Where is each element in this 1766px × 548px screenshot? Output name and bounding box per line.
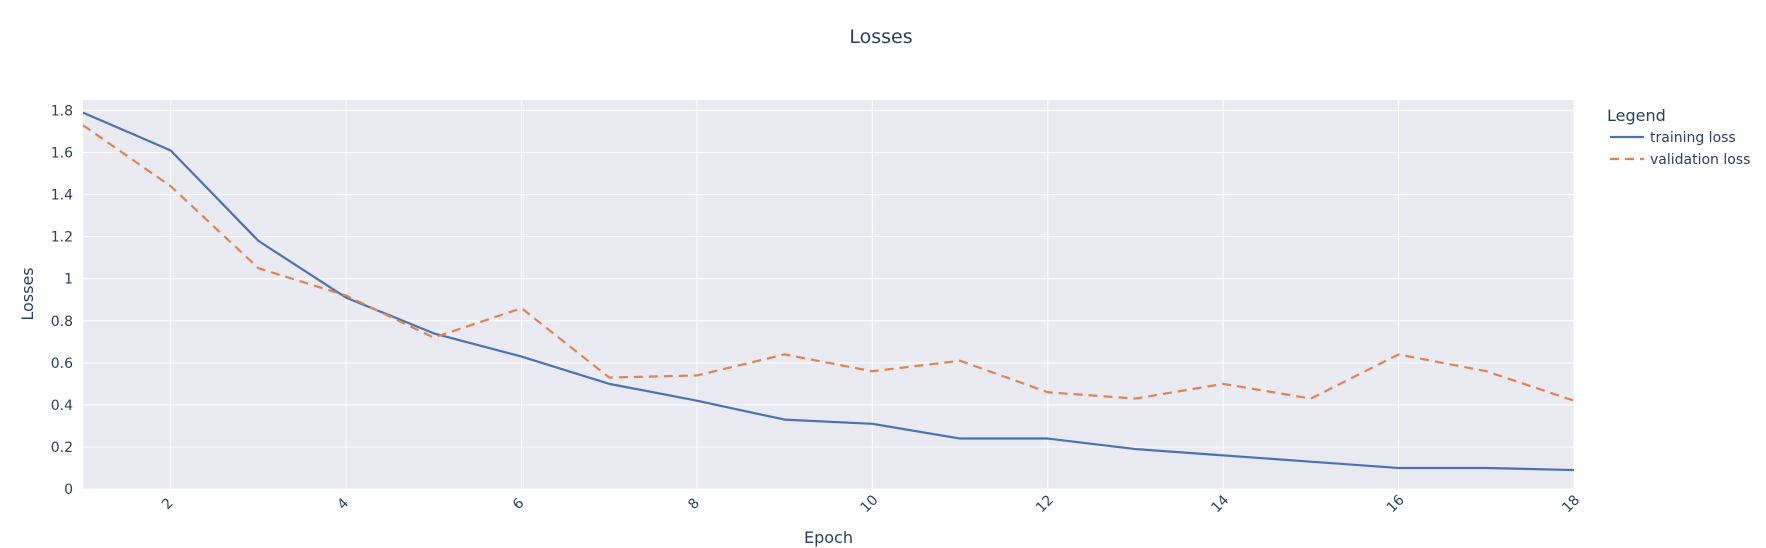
plot-area[interactable] bbox=[83, 100, 1574, 489]
x-tick-label: 18 bbox=[1559, 492, 1583, 516]
x-axis-title: Epoch bbox=[804, 528, 853, 547]
x-tick-label: 12 bbox=[1033, 492, 1057, 516]
grid-lines bbox=[83, 100, 1575, 490]
series-line-validation-loss[interactable] bbox=[82, 124, 1575, 402]
x-tick-label: 6 bbox=[510, 495, 528, 513]
y-tick-label: 0.6 bbox=[51, 356, 73, 372]
series-lines bbox=[82, 111, 1575, 472]
legend-item-validation-loss[interactable]: validation loss bbox=[1610, 152, 1750, 168]
x-tick-label: 8 bbox=[685, 495, 703, 513]
x-tick-label: 16 bbox=[1384, 492, 1408, 516]
legend-title: Legend bbox=[1607, 106, 1666, 125]
y-tick-label: 1.8 bbox=[51, 104, 73, 120]
legend-label-validation-loss: validation loss bbox=[1650, 152, 1750, 168]
legend[interactable]: Legend training loss validation loss bbox=[1607, 106, 1750, 168]
x-tick-label: 10 bbox=[858, 492, 882, 516]
x-tick-label: 4 bbox=[334, 495, 352, 513]
chart-title: Losses bbox=[849, 26, 912, 48]
y-axis-title: Losses bbox=[18, 267, 37, 320]
y-tick-label: 0.8 bbox=[51, 314, 73, 330]
series-line-training-loss[interactable] bbox=[82, 111, 1575, 472]
x-tick-label: 14 bbox=[1208, 492, 1232, 516]
y-tick-label: 1 bbox=[64, 272, 73, 288]
legend-label-training-loss: training loss bbox=[1650, 130, 1736, 146]
y-tick-label: 0.4 bbox=[51, 398, 73, 414]
y-tick-label: 1.2 bbox=[51, 230, 73, 246]
x-tick-label: 2 bbox=[159, 495, 177, 513]
y-tick-label: 1.6 bbox=[51, 146, 73, 162]
y-tick-label: 1.4 bbox=[51, 188, 73, 204]
legend-item-training-loss[interactable]: training loss bbox=[1610, 130, 1736, 146]
y-tick-label: 0.2 bbox=[51, 440, 73, 456]
y-tick-label: 0 bbox=[64, 482, 73, 498]
